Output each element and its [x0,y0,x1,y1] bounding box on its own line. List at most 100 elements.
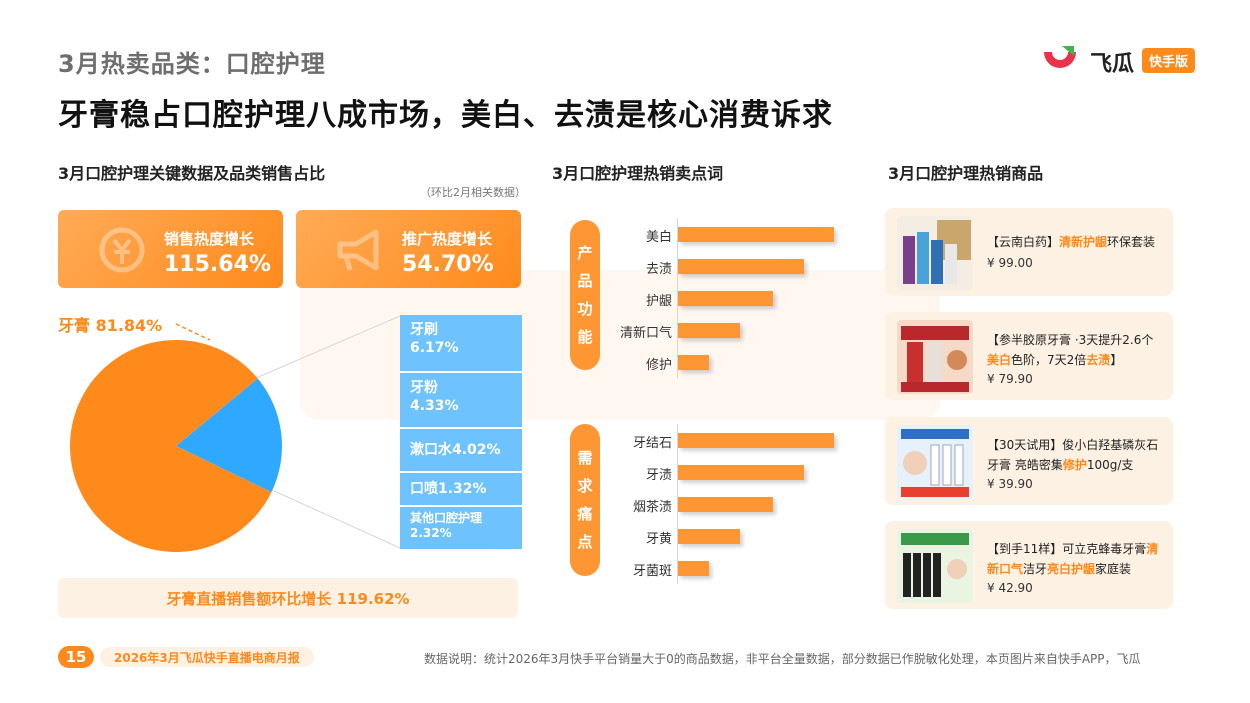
left-section-note: （环比2月相关数据） [420,186,526,199]
product-title: 【30天试用】俊小白羟基磷灰石牙膏 亮皓密集修护100g/支 [987,435,1165,475]
product-thumbnail [897,425,973,499]
report-name: 2026年3月飞瓜快手直播电商月报 [100,647,314,667]
segment-value: 4.33% [410,398,459,414]
product-title-text: 色阶，7天2倍 [1011,353,1087,367]
product-card[interactable]: 【到手11样】可立克蜂毒牙膏清新口气洁牙亮白护龈家庭装 ¥ 42.90 [885,521,1173,609]
megaphone-icon [337,229,379,271]
product-highlight: 清新护龈 [1059,235,1108,249]
product-highlight: 美白 [987,353,1012,367]
feigua-logo-icon [1044,46,1076,68]
product-title-text: 【到手11样】可立克蜂毒牙膏 [987,542,1147,556]
bar-mark [678,561,710,576]
product-title-text: 【参半胶原牙膏 ·3天提升2.6个 [987,333,1154,347]
segment-name: 牙刷 [410,322,438,338]
bar-category-label: 美白 [645,230,672,245]
product-thumbnail [897,320,973,394]
segment-mouthwash: 漱口水 4.02% [400,429,522,473]
product-title: 【云南白药】清新护龈环保套装 [987,232,1165,252]
left-section-title: 3月口腔护理关键数据及品类销售占比 [58,164,326,183]
bar-mark [678,355,710,370]
bar-mark [678,529,741,544]
product-price: ¥ 39.90 [987,477,1033,491]
summary-banner: 牙膏直播销售额环比增长 119.62% [58,578,518,618]
segment-value: 1.32% [438,481,487,497]
group-label-char: 能 [577,328,593,346]
product-title-text: 家庭装 [1095,562,1132,576]
bar-category-label: 去渍 [645,262,672,277]
segment-other: 其他口腔护理 2.32% [400,507,522,549]
pie-connector-top [255,315,401,379]
group-label-char: 功 [577,300,593,318]
bar-mark [678,323,741,338]
segment-value: 6.17% [410,340,459,356]
right-section-title: 3月口腔护理热销商品 [888,164,1044,183]
pie-callout-line [175,323,211,341]
pie-slice-toothpaste [70,340,272,552]
bar-mark [678,465,805,480]
bar-category-label: 清新口气 [619,326,672,341]
product-image-icon [897,216,973,290]
money-tag-icon [99,227,145,273]
product-card[interactable]: 【参半胶原牙膏 ·3天提升2.6个美白色阶，7天2倍去渍】 ¥ 79.90 [885,312,1173,400]
group-label-char: 痛 [577,505,593,523]
product-thumbnail [897,216,973,290]
segment-mouth-spray: 口喷 1.32% [400,473,522,507]
bar-category-label: 牙渍 [645,468,672,483]
group-label-char: 求 [577,477,593,495]
product-card[interactable]: 【30天试用】俊小白羟基磷灰石牙膏 亮皓密集修护100g/支 ¥ 39.90 [885,417,1173,505]
pain-points-bar-chart: 牙结石 牙渍 烟茶渍 牙黄 牙菌斑 [582,432,842,582]
bar-category-label: 护龈 [645,294,672,309]
group-label-char: 品 [577,272,593,290]
bar-axis-2 [677,424,678,584]
pie-slice-other-categories [176,378,282,493]
kpi-value: 54.70% [402,252,494,277]
bar-category-label: 修护 [645,358,672,373]
product-image-icon [897,320,973,394]
product-price: ¥ 79.90 [987,372,1033,386]
product-title-text: 洁牙 [1023,562,1048,576]
bar-category-label: 牙结石 [632,436,672,451]
group-label-char: 需 [577,449,593,467]
selling-points-bar-chart: 美白去渍护龈清新口气修护 [582,226,842,376]
bar-mark [678,227,834,242]
bar-category-label: 牙菌斑 [632,564,672,579]
kpi-card-promo: 推广热度增长 54.70% [296,210,521,288]
product-image-icon [897,529,973,603]
group-label-char: 产 [577,244,593,262]
segment-toothbrush: 牙刷 6.17% [400,315,522,373]
bar-mark [678,497,774,512]
product-title-text: 【云南白药】 [987,235,1060,249]
brand-logo: 飞瓜 快手版 [1040,42,1200,78]
group-label-demand-pain: 需 求 痛 点 [570,424,600,576]
segment-name: 牙粉 [410,380,438,396]
category-pie-chart [70,315,401,552]
product-title-text: 】 [1110,353,1123,367]
product-title: 【到手11样】可立克蜂毒牙膏清新口气洁牙亮白护龈家庭装 [987,539,1165,579]
middle-section-title: 3月口腔护理热销卖点词 [552,164,724,183]
product-card[interactable]: 【云南白药】清新护龈环保套装 ¥ 99.00 [885,208,1173,296]
pie-breakdown: 牙刷 6.17% 牙粉 4.33% 漱口水 4.02% 口喷 1.32% 其他口腔护… [400,315,522,549]
brand-name: 飞瓜 [1090,52,1135,77]
product-thumbnail [897,529,973,603]
bar-mark [678,259,805,274]
product-title: 【参半胶原牙膏 ·3天提升2.6个美白色阶，7天2倍去渍】 [987,330,1165,370]
segment-name: 口喷 [410,481,438,497]
bar-category-label: 牙黄 [645,532,672,547]
product-title-text: 100g/支 [1086,458,1134,472]
product-image-icon [897,425,973,499]
product-price: ¥ 99.00 [987,256,1033,270]
pie-connector-bottom [271,489,401,549]
segment-value: 4.02% [452,442,501,458]
product-highlight: 清新口气 [987,542,1159,576]
bar-mark [678,291,774,306]
page-headline: 牙膏稳占口腔护理八成市场，美白、去渍是核心消费诉求 [58,98,833,133]
kpi-label: 销售热度增长 [164,230,255,248]
bar-axis-1 [677,218,678,378]
product-highlight: 修护 [1062,458,1087,472]
segment-name: 漱口水 [410,442,452,458]
kpi-card-sales: 销售热度增长 115.64% [58,210,283,288]
brand-badge: 快手版 [1142,48,1196,73]
segment-tooth-powder: 牙粉 4.33% [400,373,522,429]
product-title-text: 环保套装 [1107,235,1156,249]
product-highlight: 亮白护龈 [1047,562,1096,576]
